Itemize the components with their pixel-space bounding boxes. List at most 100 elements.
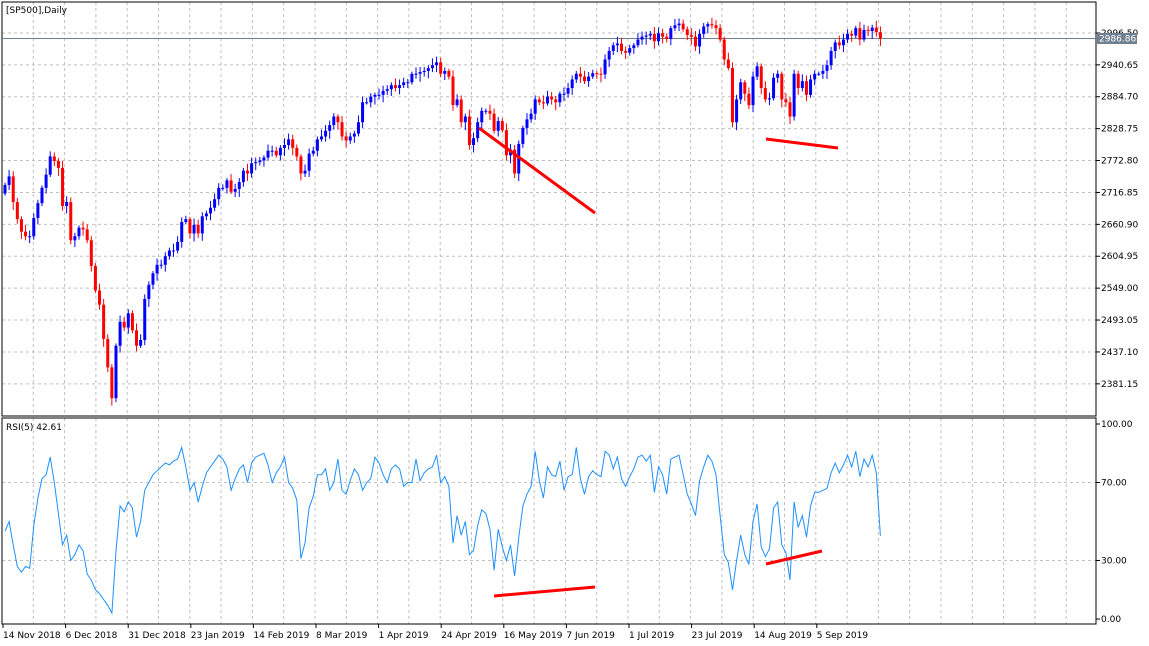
candle	[726, 52, 730, 71]
candle	[628, 44, 632, 56]
candle	[443, 67, 447, 81]
candle	[603, 54, 607, 79]
candle	[225, 178, 229, 194]
candle	[98, 283, 102, 310]
candle	[841, 33, 845, 53]
candle	[213, 193, 217, 212]
candle	[418, 66, 422, 82]
candle	[439, 57, 443, 78]
candle	[402, 77, 406, 89]
candle	[850, 30, 854, 42]
candle	[85, 224, 89, 244]
time-tick-label: 1 Apr 2019	[379, 631, 429, 641]
candle	[435, 56, 439, 73]
candle	[447, 68, 451, 80]
candle	[825, 60, 829, 79]
candle	[172, 243, 176, 257]
candle	[821, 64, 825, 79]
time-tick-label: 23 Jul 2019	[692, 631, 743, 641]
candle	[381, 85, 385, 103]
time-tick-label: 23 Jan 2019	[191, 631, 245, 641]
candle	[546, 90, 550, 106]
candle	[398, 79, 402, 95]
candle	[706, 21, 710, 34]
candle	[743, 80, 747, 102]
candle	[147, 281, 151, 307]
candle	[492, 108, 496, 134]
candle	[196, 219, 200, 238]
current-price-tag: 2986.86	[1097, 32, 1137, 44]
price-tick-label: 2381.15	[1101, 380, 1138, 390]
candle	[504, 123, 508, 161]
candle	[500, 118, 504, 133]
candle	[648, 31, 652, 41]
candle	[340, 115, 344, 141]
price-tick-label: 2437.10	[1101, 348, 1138, 358]
candle	[221, 184, 225, 191]
candle	[270, 145, 274, 157]
candle	[451, 70, 455, 111]
rsi-tick-label: 70.00	[1101, 479, 1127, 489]
candle	[496, 117, 500, 137]
candle	[15, 198, 19, 224]
candle	[254, 157, 258, 171]
candle	[159, 259, 163, 269]
candle	[591, 69, 595, 79]
candle	[287, 133, 291, 150]
candle	[274, 146, 278, 158]
candle	[870, 24, 874, 39]
candle	[217, 183, 221, 206]
candle	[739, 78, 743, 104]
candle	[476, 117, 480, 143]
candle	[480, 107, 484, 130]
candle	[693, 31, 697, 51]
candle	[710, 17, 714, 29]
candle	[488, 104, 492, 120]
candle	[348, 132, 352, 144]
time-tick-label: 6 Dec 2018	[66, 631, 118, 641]
candle	[751, 71, 755, 112]
candle	[110, 363, 114, 406]
candle	[632, 42, 636, 54]
candle	[176, 236, 180, 254]
candle	[139, 334, 143, 349]
candle	[233, 183, 237, 197]
candle	[369, 93, 373, 108]
candle	[414, 67, 418, 79]
candle	[352, 130, 356, 143]
candle	[430, 58, 434, 73]
rsi-axis: 100.00 70.00 30.00 0.00	[1096, 420, 1133, 625]
candle	[541, 95, 545, 110]
candle	[307, 148, 311, 177]
candle	[328, 120, 332, 139]
candle	[862, 24, 866, 42]
rsi-trendline-may	[493, 585, 596, 598]
rsi-line	[4, 445, 881, 615]
candle	[809, 74, 813, 98]
candle	[804, 75, 808, 102]
candle	[7, 170, 11, 191]
candle	[780, 71, 784, 108]
candle	[463, 113, 467, 131]
price-tick-label: 2604.95	[1101, 252, 1138, 262]
candle	[558, 91, 562, 107]
candle	[640, 31, 644, 45]
candle	[237, 178, 241, 197]
candle	[583, 70, 587, 85]
candle	[410, 71, 414, 85]
rsi-trendlines	[493, 549, 823, 598]
rsi-trendline-aug	[765, 549, 823, 566]
candle	[143, 294, 147, 346]
candle	[854, 25, 858, 39]
candle	[377, 88, 381, 100]
candle	[652, 27, 656, 49]
candle	[422, 66, 426, 77]
candle	[796, 70, 800, 95]
candle	[554, 96, 558, 111]
candle	[365, 97, 369, 105]
candle	[615, 36, 619, 53]
candle	[126, 309, 130, 334]
candle	[513, 145, 517, 179]
